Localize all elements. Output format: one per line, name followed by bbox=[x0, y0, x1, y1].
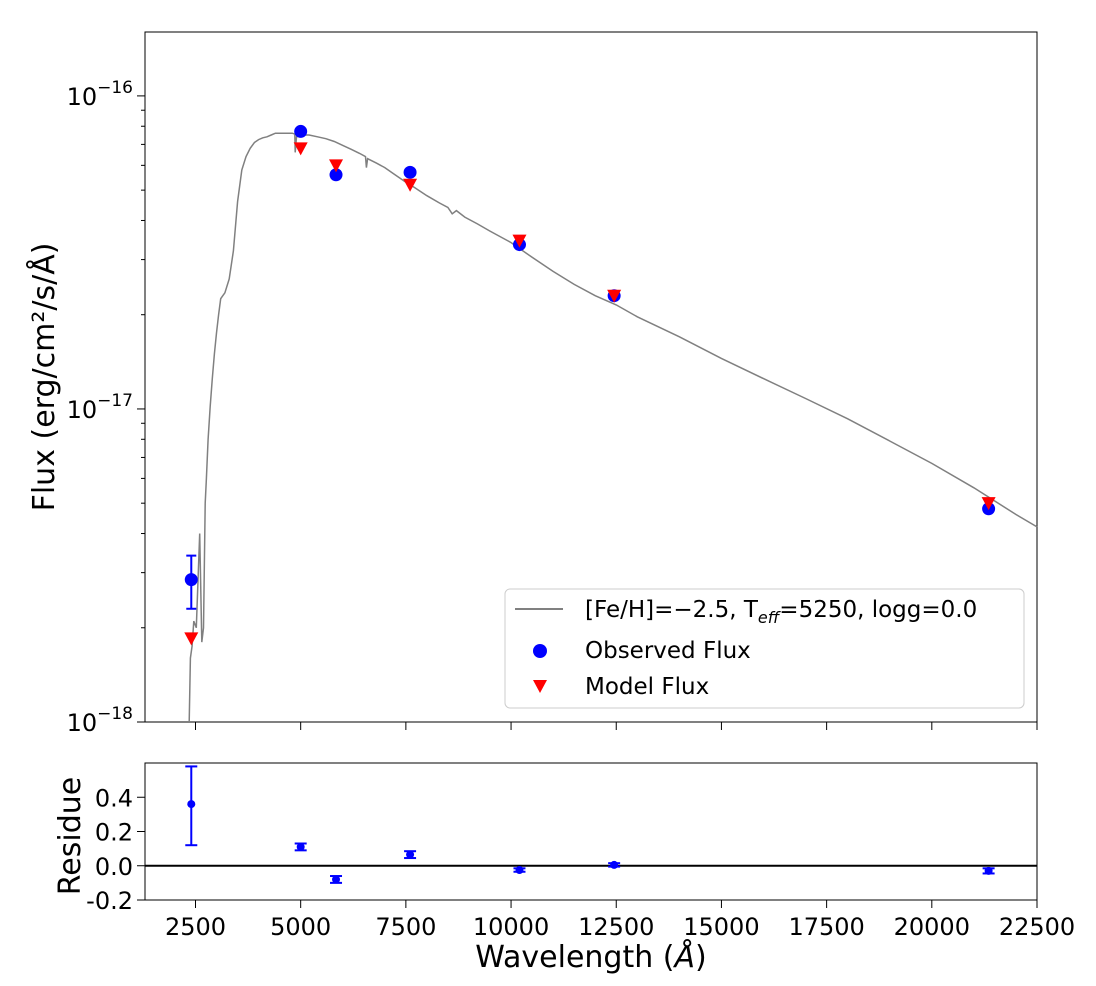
x-axis-label-italic: Å bbox=[672, 939, 695, 975]
main-y-tick-label-base: 10 bbox=[67, 83, 98, 111]
main-y-tick-label-exp: −17 bbox=[97, 391, 133, 411]
x-axis-label-pre: Wavelength ( bbox=[475, 940, 674, 975]
legend-observed-label: Observed Flux bbox=[585, 638, 751, 664]
residual-y-tick-label: 0.2 bbox=[95, 819, 133, 847]
residual-y-tick-label: -0.2 bbox=[86, 887, 133, 915]
residual-point bbox=[984, 866, 993, 875]
model-spectrum bbox=[188, 132, 1038, 723]
residual-point bbox=[332, 875, 341, 884]
model-flux-point bbox=[184, 632, 199, 646]
observed-flux-point bbox=[329, 168, 343, 182]
residual-y-tick-label: 0.0 bbox=[95, 853, 133, 881]
main-plot-frame bbox=[144, 31, 1038, 723]
model-flux-point bbox=[512, 234, 527, 248]
model-flux-point bbox=[607, 289, 622, 303]
observed-flux-point bbox=[403, 165, 417, 179]
observed-flux-point bbox=[184, 573, 198, 587]
x-tick-label: 22500 bbox=[999, 913, 1075, 941]
legend-model-label-sub: eff bbox=[758, 608, 782, 627]
x-axis-label: Wavelength (Å) bbox=[475, 939, 706, 975]
x-tick-label: 5000 bbox=[270, 913, 331, 941]
model-flux-point bbox=[403, 178, 418, 192]
residual-ticks bbox=[137, 796, 1038, 908]
model-spectrum-line bbox=[188, 132, 1038, 723]
legend-model-label-post: =5250, logg=0.0 bbox=[779, 597, 977, 623]
x-tick-label: 2500 bbox=[165, 913, 226, 941]
residual-y-axis-label: Residue bbox=[53, 777, 88, 895]
residual-panel: -0.2 0.0 0.2 0.4 2500 5000 7500 10000 12500 1500… bbox=[53, 762, 1075, 975]
x-tick-label: 10000 bbox=[473, 913, 549, 941]
residual-point bbox=[187, 800, 196, 809]
residual-point bbox=[296, 842, 305, 851]
x-tick-label: 12500 bbox=[578, 913, 654, 941]
legend-model-flux-label: Model Flux bbox=[585, 674, 709, 700]
main-y-tick-label-base: 10 bbox=[67, 709, 98, 737]
main-y-axis-label: Flux (erg/cm²/s/Å) bbox=[26, 243, 62, 512]
residual-point bbox=[515, 866, 524, 875]
x-axis-label-post: ) bbox=[695, 940, 707, 975]
main-y-tick-label-exp: −18 bbox=[97, 704, 133, 724]
legend-model-label-pre: [Fe/H]=−2.5, T bbox=[585, 597, 759, 623]
residual-y-tick-labels: -0.2 0.0 0.2 0.4 bbox=[86, 784, 133, 915]
x-tick-label: 7500 bbox=[375, 913, 436, 941]
x-tick-label: 17500 bbox=[788, 913, 864, 941]
main-y-tick-label: 10−16 bbox=[67, 78, 133, 111]
x-tick-labels: 2500 5000 7500 10000 12500 15000 17500 20000 225… bbox=[165, 913, 1075, 941]
observed-flux-point bbox=[294, 124, 308, 138]
main-y-tick-label: 10−18 bbox=[67, 704, 133, 737]
main-y-tick-label-exp: −16 bbox=[97, 78, 133, 98]
legend-observed-marker-icon bbox=[533, 644, 547, 658]
legend-model-label: [Fe/H]=−2.5, Teff=5250, logg=0.0 bbox=[585, 597, 977, 627]
x-tick-label: 15000 bbox=[683, 913, 759, 941]
legend-frame bbox=[504, 588, 1025, 709]
residual-y-tick-label: 0.4 bbox=[95, 784, 133, 812]
model-flux-point bbox=[981, 497, 996, 511]
main-ticks bbox=[137, 95, 1038, 730]
main-y-tick-label-base: 10 bbox=[67, 396, 98, 424]
model-flux-point bbox=[329, 159, 344, 173]
residual-point bbox=[610, 860, 619, 869]
legend-model-flux-marker-icon bbox=[533, 680, 547, 693]
legend: [Fe/H]=−2.5, Teff=5250, logg=0.0 Observe… bbox=[504, 588, 1025, 709]
residual-point bbox=[406, 850, 415, 859]
main-y-tick-label: 10−17 bbox=[67, 391, 133, 424]
main-markers bbox=[184, 124, 996, 646]
x-tick-label: 20000 bbox=[894, 913, 970, 941]
model-flux-point bbox=[293, 142, 308, 156]
residual-markers bbox=[185, 765, 995, 884]
